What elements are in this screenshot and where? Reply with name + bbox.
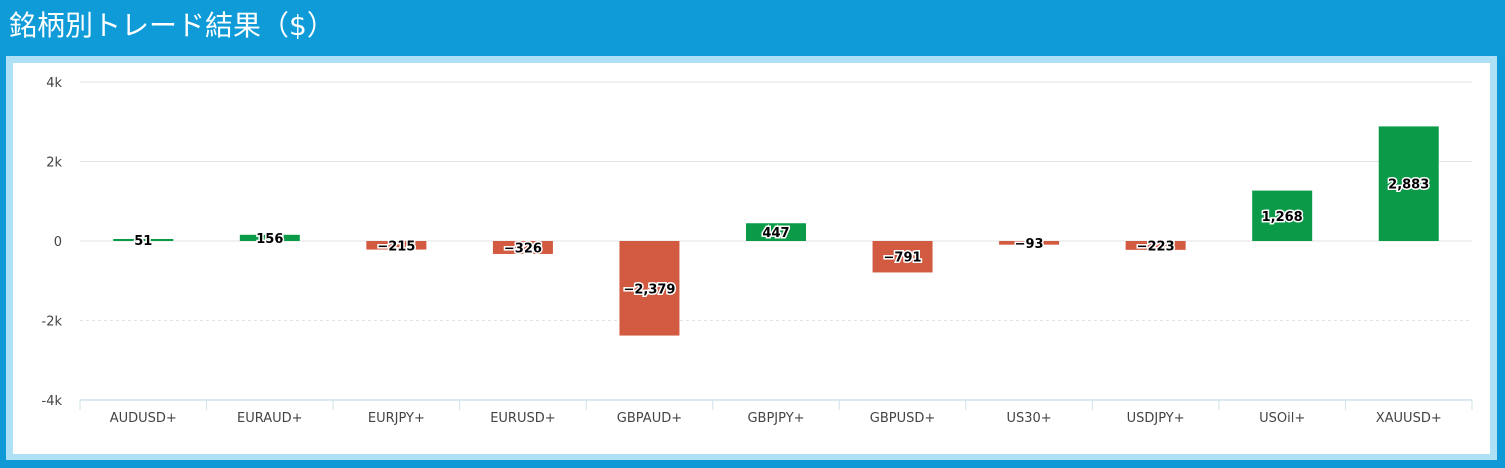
x-category-label: EURJPY+ [368, 411, 425, 426]
y-tick-label: 4k [46, 76, 62, 91]
data-label: −223 [1137, 239, 1175, 254]
y-axis: 4k 2k 0 -2k -4k [42, 76, 63, 409]
data-labels: 51 156 −215 −326 −2,379 447 −791 −93 −223 1,268 2,… [133, 176, 1431, 299]
y-tick-label: 0 [54, 235, 62, 250]
data-label: −791 [884, 251, 922, 266]
x-category-label: GBPJPY+ [747, 411, 804, 426]
x-axis: AUDUSD+ EURAUD+ EURJPY+ EURUSD+ GBPAUD+ GBPJP… [79, 399, 1473, 426]
chart-title: 銘柄別トレード結果（$） [9, 9, 335, 42]
bar [366, 241, 427, 250]
y-tick-label: 2k [46, 156, 62, 171]
x-category-label: EURAUD+ [237, 411, 303, 426]
y-tick-label: -2k [42, 315, 63, 330]
bar [619, 241, 680, 336]
data-label: 447 [762, 226, 789, 241]
bar [1125, 241, 1186, 250]
x-category-label: XAUUSD+ [1376, 411, 1442, 426]
bars [113, 126, 1439, 336]
data-label: −215 [377, 239, 415, 254]
x-category-label: EURUSD+ [490, 411, 555, 426]
data-label: −2,379 [623, 282, 675, 297]
chart-panel [13, 63, 1490, 454]
x-category-label: USOil+ [1259, 411, 1305, 426]
chart-header: 銘柄別トレード結果（$） [0, 0, 1505, 56]
x-category-label: USDJPY+ [1127, 411, 1185, 426]
bar [872, 241, 933, 273]
data-label: 2,883 [1388, 178, 1429, 193]
bar [999, 241, 1060, 245]
data-label: 156 [256, 232, 283, 247]
bar [113, 238, 174, 241]
bar [1252, 190, 1313, 241]
bar [239, 234, 300, 241]
y-tick-label: -4k [42, 394, 63, 409]
x-category-label: GBPUSD+ [870, 411, 936, 426]
data-label: 51 [134, 234, 152, 249]
x-category-label: GBPAUD+ [617, 411, 682, 426]
bar [492, 241, 553, 254]
x-category-label: US30+ [1006, 411, 1051, 426]
data-label: −93 [1015, 237, 1044, 252]
bar [746, 223, 806, 241]
data-label: −326 [504, 241, 542, 256]
bar [1378, 126, 1439, 241]
x-category-label: AUDUSD+ [110, 411, 177, 426]
data-label: 1,268 [1262, 210, 1303, 225]
